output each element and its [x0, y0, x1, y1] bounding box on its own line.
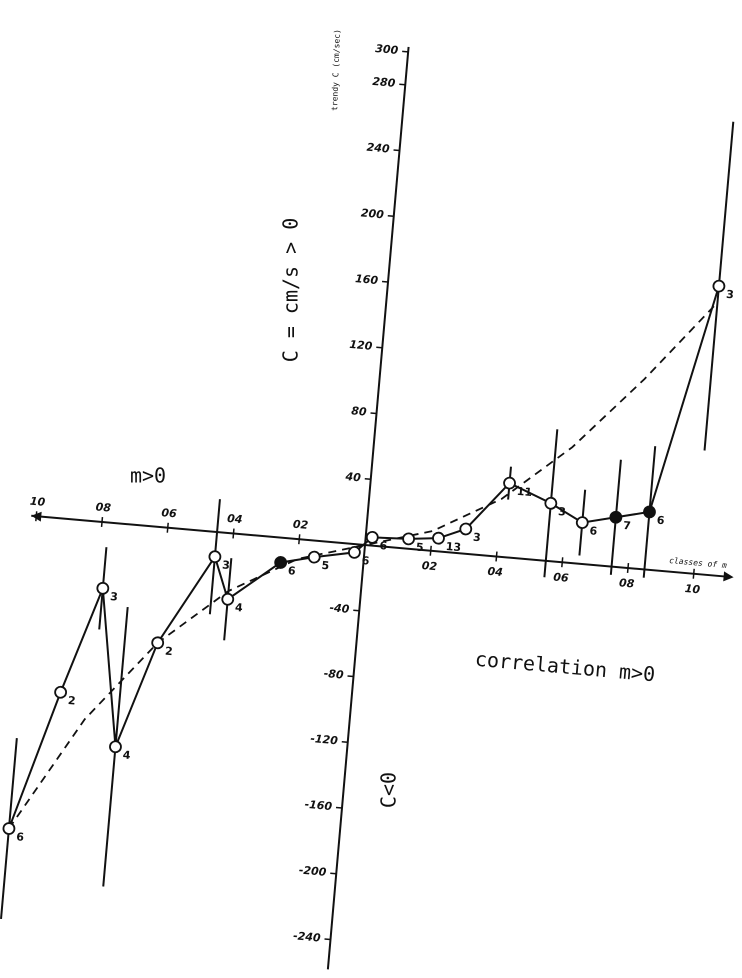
y-tick — [370, 412, 377, 415]
count-label: 11 — [516, 485, 532, 499]
data-point — [221, 592, 235, 606]
count-label: 3 — [726, 288, 735, 302]
data-point — [151, 636, 165, 650]
y-tick-label: -40 — [329, 601, 350, 616]
data-point — [609, 510, 623, 524]
count-label: 6 — [656, 514, 665, 528]
count-label: 3 — [222, 558, 231, 572]
count-label: 2 — [164, 644, 173, 658]
count-label: 7 — [623, 519, 632, 533]
data-point — [432, 531, 445, 545]
count-label: 5 — [321, 559, 330, 573]
x-arrow-right — [723, 571, 734, 582]
data-point — [208, 550, 222, 564]
y-tick — [393, 149, 400, 152]
y-tick-label: -200 — [298, 863, 327, 878]
y-tick-label: 280 — [372, 75, 396, 90]
y-tick-label: 240 — [366, 141, 390, 156]
count-label: 13 — [445, 540, 461, 554]
y-tick — [335, 806, 343, 809]
data-point — [348, 545, 361, 559]
count-label: 6 — [16, 830, 25, 844]
x-tick-label: 10 — [29, 495, 46, 509]
data-point — [307, 550, 321, 564]
x-note: classes of m — [669, 556, 728, 570]
data-point — [402, 532, 415, 546]
y-tick-label: -240 — [293, 929, 322, 944]
y-tick — [324, 938, 331, 941]
y-label: C = cm/s > 0 — [279, 218, 303, 363]
data-point — [643, 505, 656, 519]
y-tick-label: 300 — [375, 42, 399, 57]
y-tick-label: -160 — [304, 798, 333, 813]
y-axis-title: trendy C (cm/sec) — [330, 29, 342, 111]
y-tick — [353, 609, 360, 612]
count-label: 2 — [67, 694, 76, 708]
data-point — [109, 740, 122, 754]
y-tick — [402, 50, 409, 53]
x-tick-label: 02 — [292, 518, 309, 532]
data-point — [54, 685, 68, 699]
trend-line — [8, 301, 719, 830]
y-tick — [347, 675, 354, 678]
y-axis — [326, 46, 410, 970]
data-point — [365, 530, 379, 544]
y-tick — [364, 477, 371, 480]
x-tick — [429, 545, 432, 556]
count-label: 6 — [589, 524, 598, 538]
x-tick-label: 06 — [553, 571, 570, 585]
y-tick-label: -80 — [323, 667, 344, 682]
y-tick-label: 80 — [351, 404, 368, 418]
y-tick — [399, 83, 406, 86]
x-tick-label: 02 — [421, 559, 438, 573]
x-tick-label: 04 — [227, 512, 243, 526]
y-tick — [387, 214, 394, 218]
x-tick — [166, 522, 169, 533]
data-point — [96, 581, 110, 595]
count-label: 4 — [234, 601, 243, 615]
count-label: 6 — [379, 539, 388, 553]
count-label: 6 — [287, 564, 296, 578]
data-point — [544, 496, 558, 510]
x-tick-label: 08 — [618, 576, 635, 590]
x-tick — [626, 562, 630, 574]
lower-label: C<0 — [377, 772, 401, 808]
y-tick-label: 200 — [360, 206, 384, 221]
data-point — [575, 516, 589, 530]
x-tick-label: 04 — [487, 565, 503, 579]
x-tick — [100, 516, 104, 528]
x-tick — [35, 511, 38, 522]
count-label: 6 — [361, 554, 370, 568]
y-tick-label: 120 — [349, 338, 373, 353]
count-label: 3 — [110, 590, 119, 604]
count-label: 4 — [122, 748, 131, 762]
y-tick-label: -120 — [310, 732, 339, 747]
y-tick — [376, 346, 383, 349]
x-tick — [692, 568, 695, 579]
y-tick — [341, 740, 348, 743]
x-tick-label: 06 — [161, 506, 178, 520]
count-label: 5 — [415, 541, 424, 555]
data-point — [503, 476, 516, 490]
data-point — [459, 522, 473, 536]
y-tick — [330, 872, 337, 875]
y-tick — [381, 280, 389, 283]
left-label: m>0 — [130, 464, 166, 488]
x-tick — [232, 528, 235, 539]
count-label: 3 — [558, 505, 567, 519]
x-tick — [495, 551, 498, 562]
x-tick-label: 10 — [684, 582, 701, 596]
data-point — [712, 279, 726, 293]
y-tick-label: 40 — [344, 470, 362, 484]
x-label: correlation m>0 — [474, 647, 656, 687]
data-point — [2, 822, 16, 835]
x-tick-label: 08 — [95, 500, 112, 514]
y-tick-label: 160 — [355, 272, 379, 287]
count-label: 3 — [473, 531, 482, 545]
x-tick — [561, 557, 564, 568]
data-point — [274, 556, 288, 569]
x-tick — [298, 534, 301, 545]
